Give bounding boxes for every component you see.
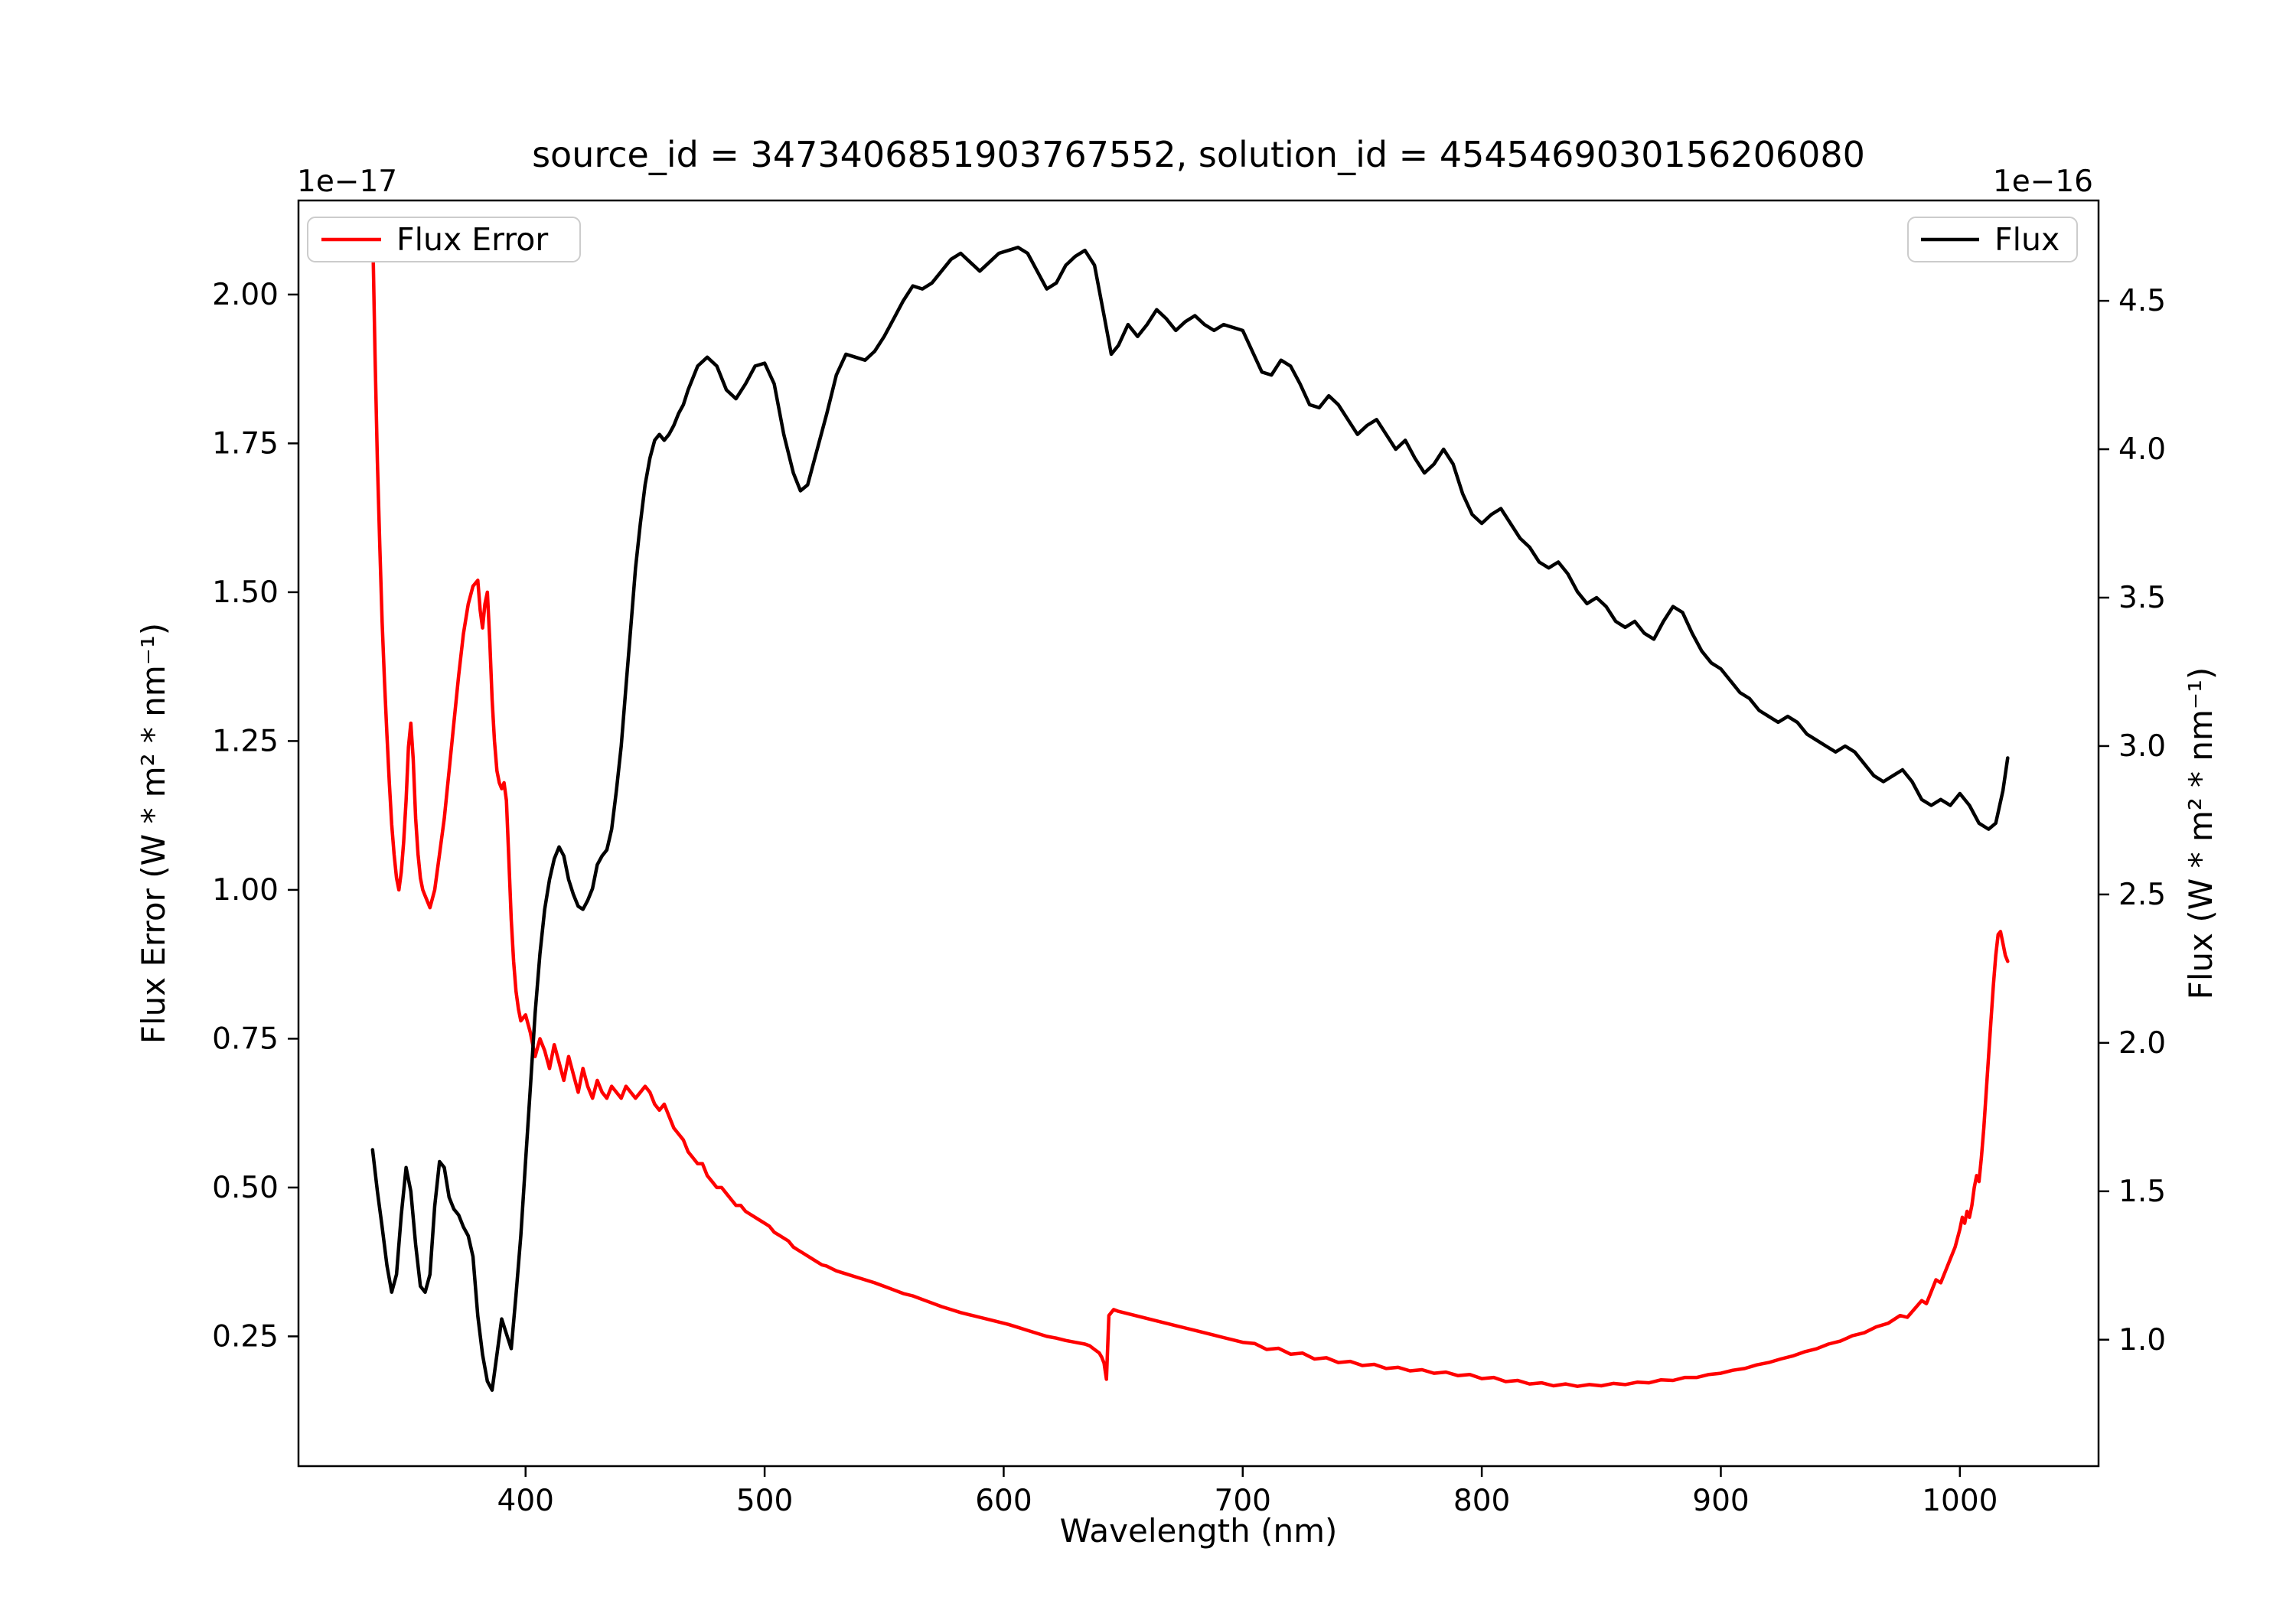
y-right-tick-label: 1.5 — [2118, 1175, 2166, 1209]
x-tick-label: 600 — [975, 1484, 1032, 1518]
y-right-tick-label: 4.0 — [2118, 432, 2166, 467]
y-left-tick-label: 2.00 — [212, 278, 279, 312]
legend-flux: Flux — [1907, 217, 2078, 262]
series-flux — [370, 246, 2010, 1392]
y-axis-label-left: Flux Error (W * m² * nm⁻¹) — [135, 623, 172, 1044]
y-left-tick-label: 0.75 — [212, 1022, 279, 1056]
y-left-tick-label: 1.75 — [212, 426, 279, 461]
axes-frame — [297, 199, 2100, 1468]
series-layer — [370, 221, 2010, 1392]
y-right-tick-label: 2.0 — [2118, 1026, 2166, 1061]
y-left-tick-label: 0.25 — [212, 1319, 279, 1354]
y-right-tick-label: 2.5 — [2118, 878, 2166, 912]
left-axis-offset-label: 1e−17 — [297, 165, 397, 199]
x-axis-label: Wavelength (nm) — [1060, 1512, 1338, 1550]
legend-label-flux-error: Flux Error — [396, 221, 548, 258]
y-right-tick-label: 3.5 — [2118, 581, 2166, 615]
x-tick-label: 500 — [736, 1484, 793, 1518]
y-right-tick-label: 4.5 — [2118, 284, 2166, 318]
y-axis-label-right: Flux (W * m² * nm⁻¹) — [2182, 667, 2219, 1000]
y-left-tick-label: 1.00 — [212, 873, 279, 908]
legend-label-flux: Flux — [1994, 221, 2060, 258]
legend-box-flux — [1907, 217, 2078, 262]
right-axis-offset-label: 1e−16 — [1993, 165, 2093, 199]
legend-box-flux-error — [307, 217, 581, 262]
y-right-tick-label: 3.0 — [2118, 729, 2166, 764]
plot-area — [298, 200, 2099, 1466]
x-tick-label: 400 — [497, 1484, 554, 1518]
ticks-layer: 400 500 600 700 800 900 1000 0.25 0.50 0.75 1.00 1.… — [212, 278, 2166, 1518]
legend-flux-error: Flux Error — [307, 217, 581, 262]
chart-title: source_id = 3473406851903767552, solutio… — [532, 134, 1865, 175]
y-right-tick-label: 1.0 — [2118, 1323, 2166, 1357]
x-tick-label: 900 — [1692, 1484, 1749, 1518]
y-left-tick-label: 0.50 — [212, 1171, 279, 1205]
x-tick-label: 700 — [1215, 1484, 1271, 1518]
y-left-tick-label: 1.50 — [212, 575, 279, 610]
x-tick-label: 800 — [1453, 1484, 1510, 1518]
y-left-tick-label: 1.25 — [212, 724, 279, 758]
series-flux-error — [370, 221, 2010, 1388]
x-tick-label: 1000 — [1922, 1484, 1998, 1518]
